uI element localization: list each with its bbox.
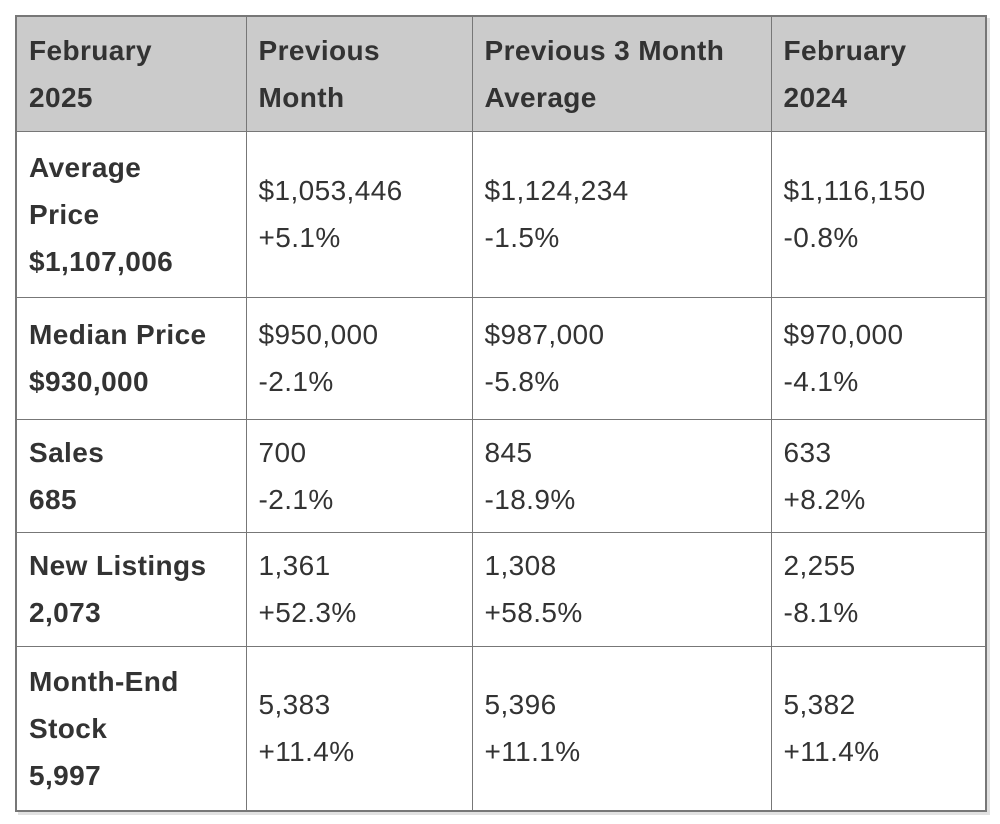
table-row-new-listings: New Listings 2,073 1,361 +52.3% 1,308 +5… (15, 531, 987, 647)
cell-value: 2,255 (783, 550, 856, 581)
metric-label: New Listings (29, 550, 207, 581)
cell-value: 700 (258, 436, 307, 468)
cell-value: $1,053,446 (258, 175, 403, 206)
metric-label: Median Price (29, 319, 207, 350)
table-row-median-price: Median Price $930,000 $950,000 -2.1% $98… (15, 296, 987, 420)
data-cell: 633 +8.2% (770, 418, 987, 533)
cell-change: +11.4% (258, 736, 355, 768)
metric-current-value: 5,997 (29, 759, 102, 791)
metric-current-value: 2,073 (29, 597, 102, 628)
data-cell: 845 -18.9% (471, 418, 772, 533)
data-cell: 700 -2.1% (245, 418, 473, 533)
cell-change: -18.9% (484, 483, 576, 515)
cell-value: $970,000 (783, 319, 904, 350)
cell-value: 1,308 (484, 550, 557, 581)
cell-change: +52.3% (258, 597, 357, 628)
metric-cell: Average Price $1,107,006 (15, 130, 247, 298)
metric-label: Month-End Stock (29, 665, 179, 744)
data-cell: $1,124,234 -1.5% (471, 130, 772, 298)
metric-cell: New Listings 2,073 (15, 531, 247, 647)
table-row-sales: Sales 685 700 -2.1% 845 -18.9% 633 +8.2% (15, 418, 987, 533)
table-row-average-price: Average Price $1,107,006 $1,053,446 +5.1… (15, 130, 987, 298)
data-cell: 1,361 +52.3% (245, 531, 473, 647)
data-cell: $1,053,446 +5.1% (245, 130, 473, 298)
cell-value: 5,396 (484, 689, 557, 721)
metric-cell: Sales 685 (15, 418, 247, 533)
market-stats-table-container: February 2025 Previous Month Previous 3 … (15, 15, 987, 812)
cell-change: -2.1% (258, 483, 334, 515)
header-row: February 2025 Previous Month Previous 3 … (15, 15, 987, 132)
cell-change: +11.1% (484, 736, 581, 768)
header-cell-previous-3-month-average: Previous 3 Month Average (471, 15, 772, 132)
data-cell: $970,000 -4.1% (770, 296, 987, 420)
metric-current-value: 685 (29, 483, 77, 515)
cell-change: -1.5% (484, 222, 560, 253)
metric-current-value: $930,000 (29, 366, 149, 397)
metric-current-value: $1,107,006 (29, 245, 174, 277)
header-cell-february-2024: February 2024 (770, 15, 987, 132)
data-cell: $987,000 -5.8% (471, 296, 772, 420)
data-cell: 1,308 +58.5% (471, 531, 772, 647)
header-cell-previous-month: Previous Month (245, 15, 473, 132)
cell-change: +11.4% (783, 736, 880, 768)
data-cell: $1,116,150 -0.8% (770, 130, 987, 298)
data-cell: 5,396 +11.1% (471, 645, 772, 812)
cell-value: $1,124,234 (484, 175, 629, 206)
header-cell-february-2025: February 2025 (15, 15, 247, 132)
metric-label: Sales (29, 436, 105, 468)
data-cell: 2,255 -8.1% (770, 531, 987, 647)
market-stats-table: February 2025 Previous Month Previous 3 … (15, 15, 987, 812)
cell-value: 633 (783, 436, 832, 468)
cell-change: -8.1% (783, 597, 859, 628)
table-row-month-end-stock: Month-End Stock 5,997 5,383 +11.4% 5,396… (15, 645, 987, 812)
metric-cell: Month-End Stock 5,997 (15, 645, 247, 812)
data-cell: 5,383 +11.4% (245, 645, 473, 812)
cell-change: -5.8% (484, 366, 560, 397)
cell-value: $987,000 (484, 319, 605, 350)
metric-cell: Median Price $930,000 (15, 296, 247, 420)
cell-change: -0.8% (783, 222, 859, 253)
cell-change: +58.5% (484, 597, 583, 628)
cell-value: $950,000 (258, 319, 379, 350)
cell-change: -4.1% (783, 366, 859, 397)
data-cell: $950,000 -2.1% (245, 296, 473, 420)
cell-change: -2.1% (258, 366, 334, 397)
cell-change: +5.1% (258, 222, 341, 253)
metric-label: Average Price (29, 151, 142, 230)
cell-change: +8.2% (783, 483, 866, 515)
cell-value: 5,383 (258, 689, 331, 721)
data-cell: 5,382 +11.4% (770, 645, 987, 812)
cell-value: 845 (484, 436, 533, 468)
cell-value: $1,116,150 (783, 175, 926, 206)
cell-value: 5,382 (783, 689, 856, 721)
cell-value: 1,361 (258, 550, 331, 581)
